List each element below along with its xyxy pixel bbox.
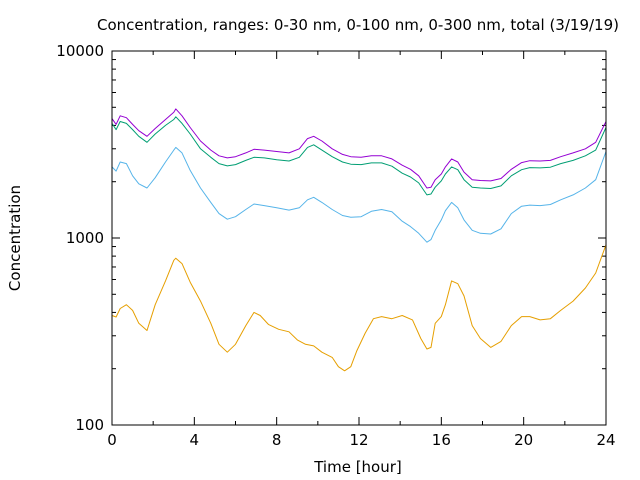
x-axis-label: Time [hour] [313,458,402,476]
series-line-1 [111,244,607,372]
series-line-4 [111,108,607,189]
series-line-3 [111,116,607,196]
x-tick-label: 24 [596,431,615,449]
y-tick-label: 10000 [56,42,104,60]
x-tick-label: 20 [514,431,533,449]
x-tick-label: 8 [272,431,282,449]
y-tick-label: 100 [75,416,104,434]
x-tick-label: 0 [107,431,117,449]
series-line-2 [111,146,607,243]
y-axis-label: Concentration [6,185,24,291]
x-tick-label: 16 [432,431,451,449]
plot-frame [111,50,607,426]
x-tick-label: 12 [349,431,368,449]
chart-title: Concentration, ranges: 0-30 nm, 0-100 nm… [97,16,619,34]
series-layer [111,108,607,372]
x-tick-label: 4 [190,431,200,449]
y-tick-label: 1000 [66,229,104,247]
axis-ticks: 0 4 8 12 16 20 24 100 1000 10000 [56,42,615,449]
